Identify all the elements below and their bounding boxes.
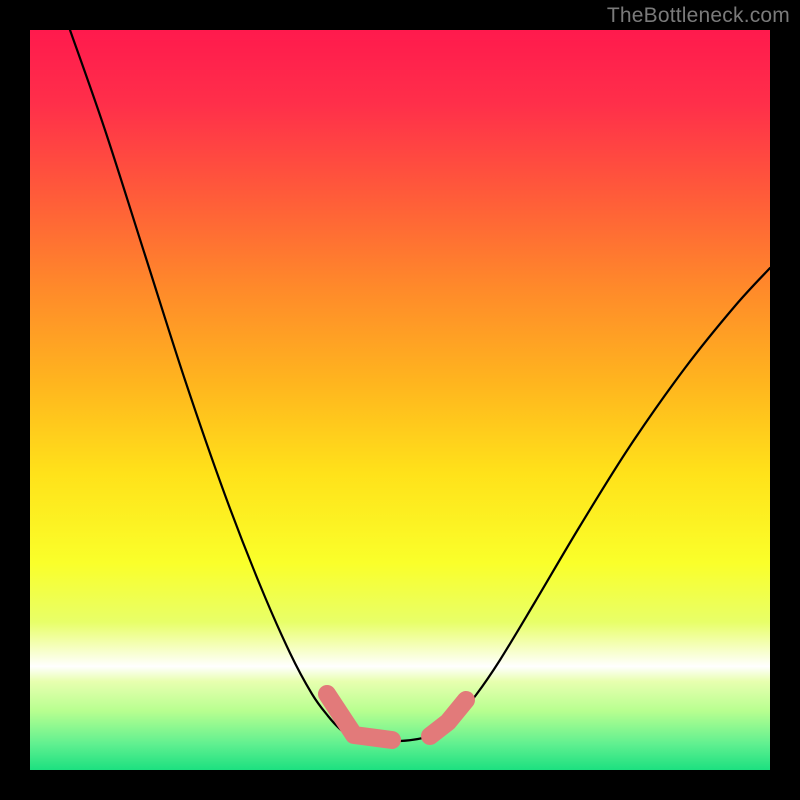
plot-area [30,30,770,770]
gradient-background [30,30,770,770]
watermark-text: TheBottleneck.com [607,4,790,28]
chart-frame: TheBottleneck.com [0,0,800,800]
chart-svg [30,30,770,770]
